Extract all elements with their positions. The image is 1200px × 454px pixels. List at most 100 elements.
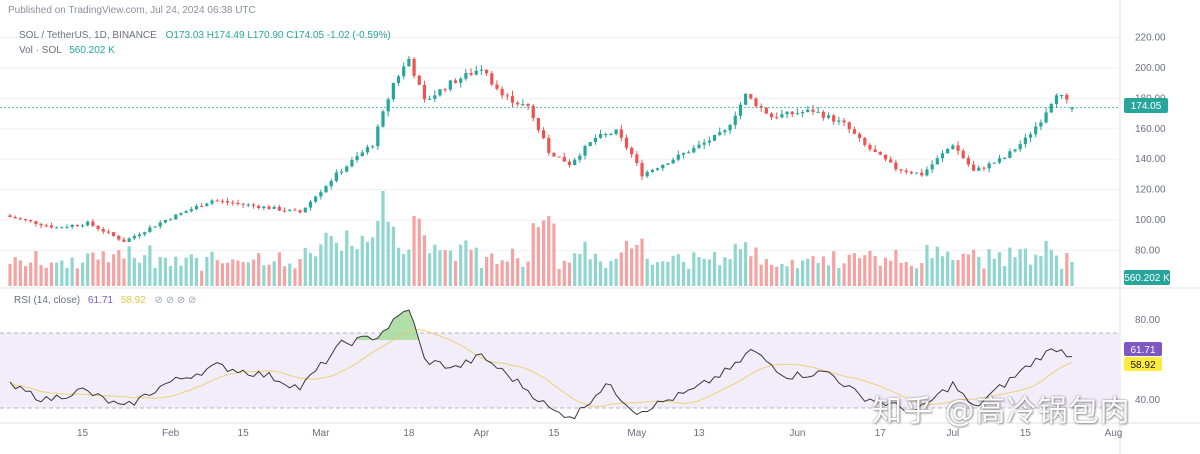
time-axis-tick: 17: [875, 428, 887, 439]
candle-body: [402, 66, 406, 77]
candle-body: [60, 227, 64, 229]
volume-bar: [443, 250, 447, 286]
volume-bar: [1039, 256, 1043, 286]
volume-bar: [847, 254, 851, 286]
candle-body: [96, 225, 100, 229]
rsi-legend: RSI (14, close) 61.71 58.92 ⊘ ⊘ ⊘ ⊘: [14, 295, 196, 306]
candle-body: [640, 162, 644, 177]
volume-bar: [744, 242, 748, 286]
candle-body: [816, 111, 820, 113]
candle-body: [246, 204, 250, 206]
candle-body: [179, 212, 183, 215]
candle-body: [319, 192, 323, 197]
rsi-overbought-fill: [357, 310, 420, 340]
volume-bar: [826, 265, 831, 286]
volume-bar: [541, 220, 546, 286]
volume-bar: [940, 256, 945, 286]
volume-bar: [360, 235, 364, 286]
candle-body: [718, 132, 722, 135]
volume-bar: [775, 266, 779, 286]
rsi-band: [0, 333, 1120, 408]
candle-body: [220, 200, 224, 202]
candle-body: [174, 214, 178, 220]
volume-bar: [101, 251, 105, 286]
candle-body: [899, 169, 903, 171]
volume-bars: [8, 191, 1074, 286]
time-axis-tick: 15: [1020, 428, 1032, 439]
price-axis-tick: 200.00: [1135, 63, 1166, 74]
candle-body: [780, 114, 784, 118]
candle-body: [262, 206, 266, 209]
candle-body: [1023, 137, 1027, 145]
volume-bar: [106, 262, 111, 286]
volume-bar: [914, 268, 919, 286]
candle-body: [443, 89, 447, 91]
candle-body: [728, 124, 732, 131]
volume-bar: [1070, 261, 1074, 286]
candle-body: [863, 138, 867, 145]
volume-bar: [640, 238, 644, 286]
volume-bar: [562, 260, 566, 286]
volume-bar: [609, 260, 613, 286]
rsi-badge-value: 61.71: [1130, 345, 1155, 356]
candle-body: [624, 137, 629, 148]
ohlc-values: O173.03 H174.49 L170.90 C174.05 -1.02 (-…: [166, 30, 391, 41]
candle-body: [630, 147, 634, 155]
volume-bar: [396, 247, 401, 286]
candle-body: [671, 159, 675, 164]
volume-bar: [992, 258, 996, 286]
volume-bar: [272, 261, 276, 286]
volume-bar: [718, 265, 722, 286]
candle-body: [889, 159, 893, 163]
candle-body: [920, 172, 924, 176]
candle-body: [215, 200, 219, 202]
volume-bar: [39, 265, 43, 286]
volume-bar: [889, 260, 893, 286]
volume-bar: [428, 253, 432, 286]
volume-bar: [816, 262, 820, 286]
volume-bar: [80, 262, 85, 286]
volume-bar: [769, 264, 774, 286]
rsi-badge: 61.71: [1124, 342, 1162, 356]
volume-bar: [977, 256, 981, 286]
volume-bar: [588, 259, 592, 286]
time-axis-tick: 15: [77, 428, 89, 439]
candle-body: [448, 80, 452, 90]
volume-badge-value: 560.202 K: [1124, 273, 1170, 284]
volume-bar: [1003, 266, 1007, 286]
volume-bar: [158, 257, 162, 286]
legend-visibility-icons: ⊘ ⊘ ⊘ ⊘: [155, 295, 197, 306]
volume-bar: [407, 249, 411, 286]
candle-body: [883, 154, 888, 160]
volume-bar: [661, 261, 665, 286]
candle-body: [951, 145, 955, 149]
volume-bar: [91, 252, 95, 286]
volume-bar: [474, 247, 478, 286]
price-axis-tick: 120.00: [1135, 185, 1166, 196]
candle-body: [635, 154, 639, 163]
volume-bar: [18, 260, 22, 286]
rsi-ma-legend-value: 58.92: [121, 295, 146, 306]
volume-bar: [801, 260, 805, 286]
candle-body: [997, 158, 1002, 163]
volume-bar: [376, 221, 380, 286]
time-axis-tick: 18: [403, 428, 415, 439]
candle-body: [267, 206, 271, 209]
volume-bar: [583, 241, 587, 286]
volume-bar: [982, 268, 986, 286]
volume-bar: [236, 260, 240, 286]
candle-body: [847, 122, 851, 130]
volume-bar: [319, 244, 323, 286]
volume-bar: [231, 259, 235, 286]
volume-bar: [153, 268, 157, 286]
candle-body: [795, 113, 800, 115]
candle-body: [909, 171, 914, 174]
candle-body: [588, 142, 592, 147]
candle-body: [914, 172, 919, 174]
volume-bar: [23, 266, 28, 286]
candle-body: [516, 102, 520, 105]
volume-bar: [1023, 248, 1027, 286]
price-badge-value: 174.05: [1131, 101, 1162, 112]
candle-body: [687, 152, 691, 154]
watermark-text: 知乎 @高冷锅包肉: [872, 394, 1131, 429]
